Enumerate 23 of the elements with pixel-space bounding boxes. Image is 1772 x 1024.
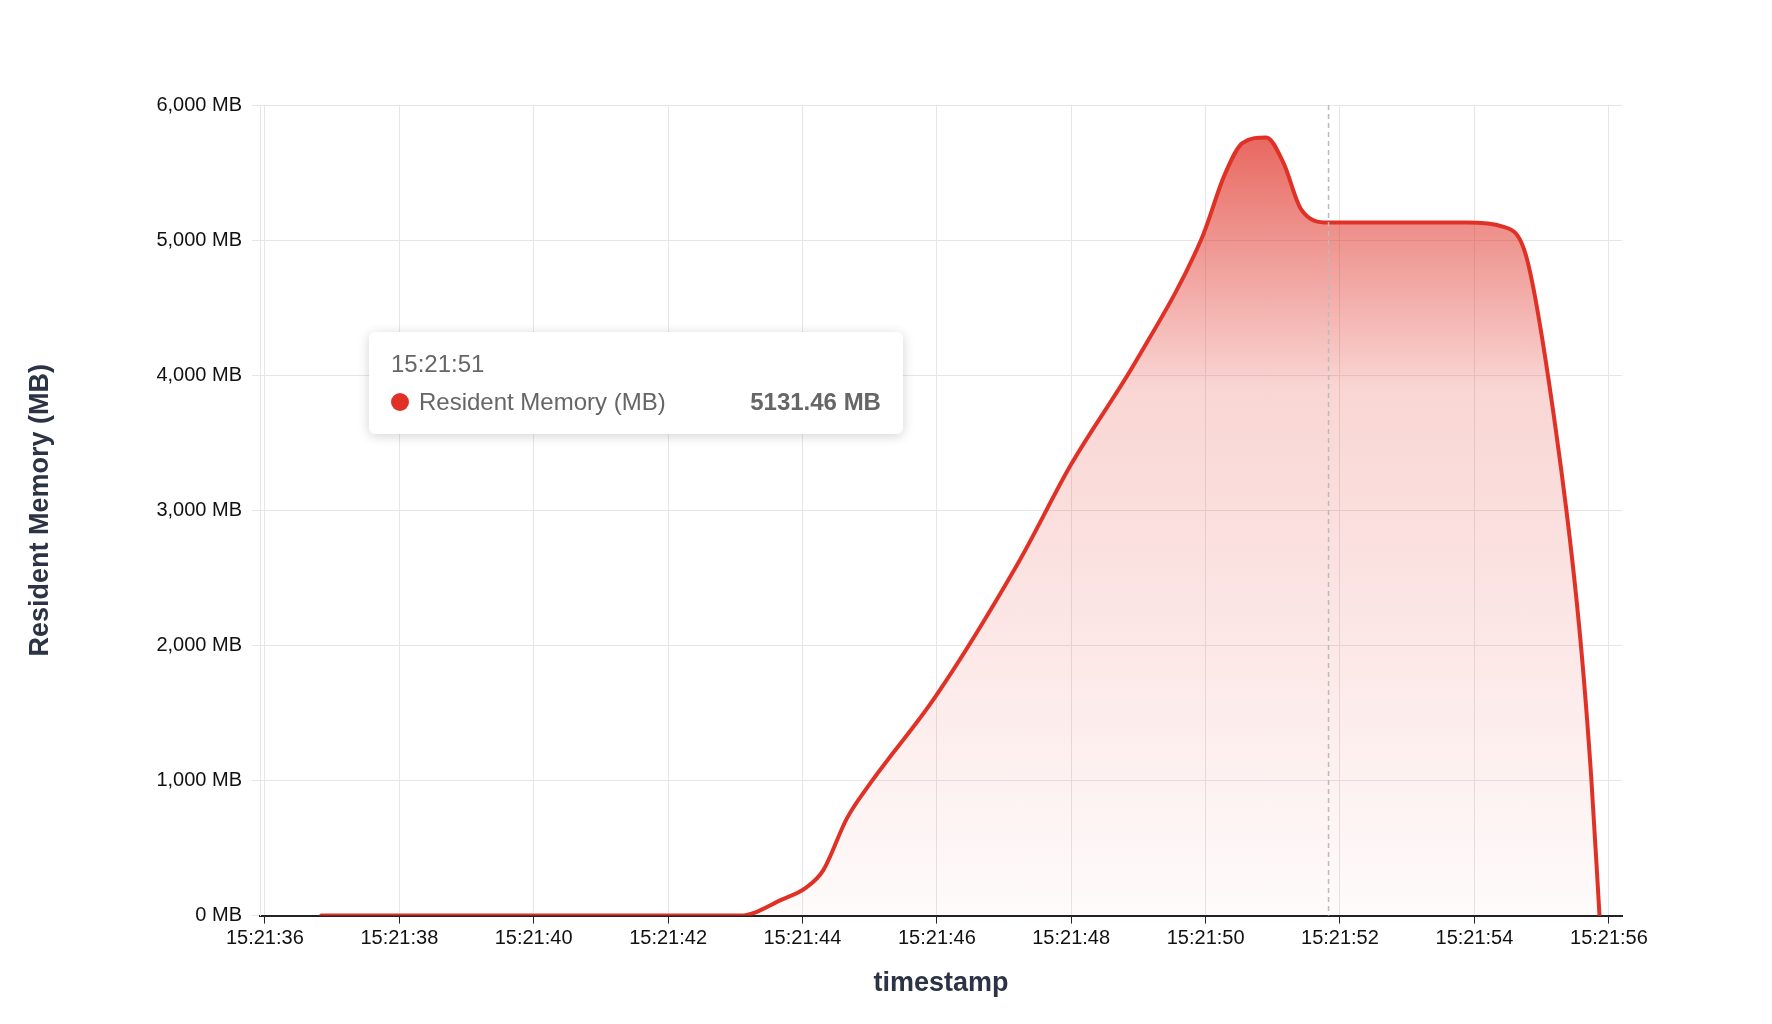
- annotation: 5131.46 MB: [750, 387, 881, 416]
- y-tick-label: 1,000 MB: [156, 768, 243, 791]
- x-tick-label: 15:21:42: [629, 926, 708, 949]
- y-axis-title: Resident Memory (MB): [23, 364, 54, 657]
- legend-label: Resident Memory (MB): [418, 387, 666, 416]
- x-tick-label: 15:21:44: [763, 926, 842, 949]
- x-tick-label: 15:21:52: [1300, 926, 1379, 949]
- x-tick-label: 15:21:48: [1032, 926, 1111, 949]
- x-tick-label: 15:21:38: [360, 926, 439, 949]
- x-tick-label: 15:21:54: [1435, 926, 1514, 949]
- y-tick-label: 2,000 MB: [156, 632, 243, 655]
- x-tick-label: 15:21:46: [897, 926, 976, 949]
- x-tick-label: 15:21:50: [1166, 926, 1245, 949]
- y-tick-label: 5,000 MB: [156, 227, 243, 250]
- y-tick-label: 3,000 MB: [156, 497, 243, 520]
- x-axis-title: timestamp: [873, 967, 1009, 998]
- x-tick-label: 15:21:40: [494, 926, 573, 949]
- y-tick-label: 4,000 MB: [156, 362, 243, 385]
- x-tick-label: 15:21:36: [225, 926, 304, 949]
- x-tick-label: 15:21:56: [1570, 926, 1648, 949]
- y-tick-label: 0 MB: [195, 903, 243, 926]
- y-tick-label: 6,000 MB: [156, 92, 243, 115]
- annotation: 15:21:51: [390, 349, 486, 378]
